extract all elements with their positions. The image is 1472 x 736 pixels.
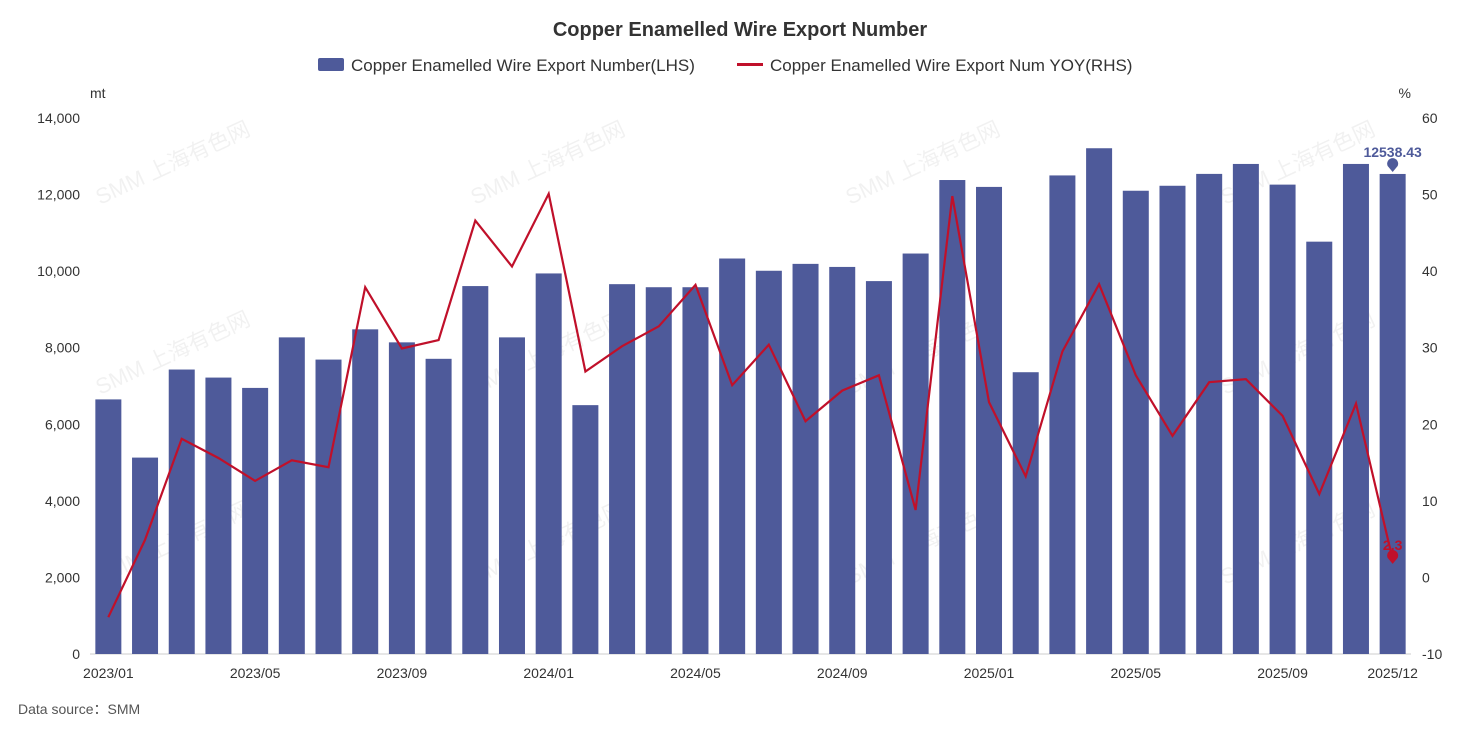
bar	[1196, 173, 1223, 654]
bar	[719, 258, 746, 654]
x-tick-label: 2025/01	[964, 665, 1015, 681]
bar-value-label: 12538.43	[1363, 144, 1422, 160]
bar	[1232, 163, 1259, 654]
left-tick-label: 14,000	[37, 110, 80, 126]
bar	[388, 342, 415, 654]
bar	[498, 337, 525, 654]
legend: Copper Enamelled Wire Export Number(LHS)…	[318, 56, 1132, 75]
x-tick-label: 2025/05	[1110, 665, 1161, 681]
right-axis-unit: %	[1399, 85, 1411, 101]
left-tick-label: 2,000	[45, 569, 80, 585]
line-value-label: 2.3	[1383, 537, 1403, 553]
left-axis-ticks: 0 2,000 4,000 6,000 8,000 10,000 12,000 14,000	[37, 110, 80, 662]
bar	[902, 253, 929, 654]
bar	[278, 337, 305, 654]
bar-series	[95, 148, 1406, 655]
bar	[1306, 241, 1333, 655]
bar	[829, 266, 856, 654]
legend-bar-swatch	[318, 58, 344, 71]
bar	[462, 286, 489, 654]
bar	[315, 359, 342, 654]
x-tick-label: 2025/12	[1367, 665, 1418, 681]
bar	[1122, 190, 1149, 654]
right-tick-label: 10	[1422, 493, 1438, 509]
left-tick-label: 12,000	[37, 187, 80, 203]
right-tick-label: 40	[1422, 263, 1438, 279]
bar	[132, 457, 159, 654]
left-tick-label: 8,000	[45, 340, 80, 356]
line-series	[107, 190, 1394, 618]
right-tick-label: -10	[1422, 646, 1442, 662]
x-tick-label: 2024/01	[523, 665, 574, 681]
left-tick-label: 0	[72, 646, 80, 662]
line-label-marker	[1387, 550, 1399, 564]
left-tick-label: 4,000	[45, 493, 80, 509]
bar	[682, 287, 709, 654]
bar	[865, 281, 892, 654]
bar	[755, 270, 782, 654]
bar	[609, 284, 636, 654]
left-tick-label: 10,000	[37, 263, 80, 279]
x-tick-label: 2025/09	[1257, 665, 1308, 681]
bar	[425, 358, 452, 654]
x-axis-ticks: 2023/01 2023/05 2023/09 2024/01 2024/05 2024/…	[83, 665, 1418, 681]
bar	[645, 287, 672, 654]
chart-title: Copper Enamelled Wire Export Number	[553, 19, 928, 41]
bar	[1269, 184, 1296, 655]
bar-label-marker	[1387, 158, 1399, 172]
right-tick-label: 20	[1422, 416, 1438, 432]
bar	[792, 263, 819, 654]
right-tick-label: 0	[1422, 569, 1430, 585]
bar	[352, 329, 379, 654]
x-tick-label: 2023/09	[377, 665, 428, 681]
x-tick-label: 2024/05	[670, 665, 721, 681]
legend-line-label: Copper Enamelled Wire Export Num YOY(RHS…	[770, 56, 1132, 75]
bar	[1086, 148, 1113, 654]
x-tick-label: 2023/01	[83, 665, 134, 681]
yoy-line	[107, 190, 1394, 618]
bar	[242, 387, 269, 654]
data-source: Data source：SMM	[18, 701, 140, 717]
right-axis-ticks: -10 0 10 20 30 40 50 60	[1422, 110, 1442, 662]
annotations: 12538.43 2.3	[1363, 144, 1422, 564]
right-tick-label: 60	[1422, 110, 1438, 126]
watermark-text: SMM 上海有色网	[92, 116, 254, 209]
bar	[1049, 175, 1076, 654]
bar	[1012, 372, 1039, 654]
bar	[572, 405, 599, 654]
bar	[95, 399, 122, 654]
x-tick-label: 2023/05	[230, 665, 281, 681]
left-tick-label: 6,000	[45, 416, 80, 432]
x-tick-label: 2024/09	[817, 665, 868, 681]
bar	[535, 273, 562, 654]
legend-bar-label: Copper Enamelled Wire Export Number(LHS)	[351, 56, 695, 75]
bar	[1379, 173, 1406, 654]
right-tick-label: 50	[1422, 187, 1438, 203]
bar	[205, 377, 232, 654]
left-axis-unit: mt	[90, 85, 106, 101]
right-tick-label: 30	[1422, 340, 1438, 356]
bar	[168, 369, 195, 654]
bar	[939, 180, 966, 654]
bar	[1342, 163, 1369, 654]
